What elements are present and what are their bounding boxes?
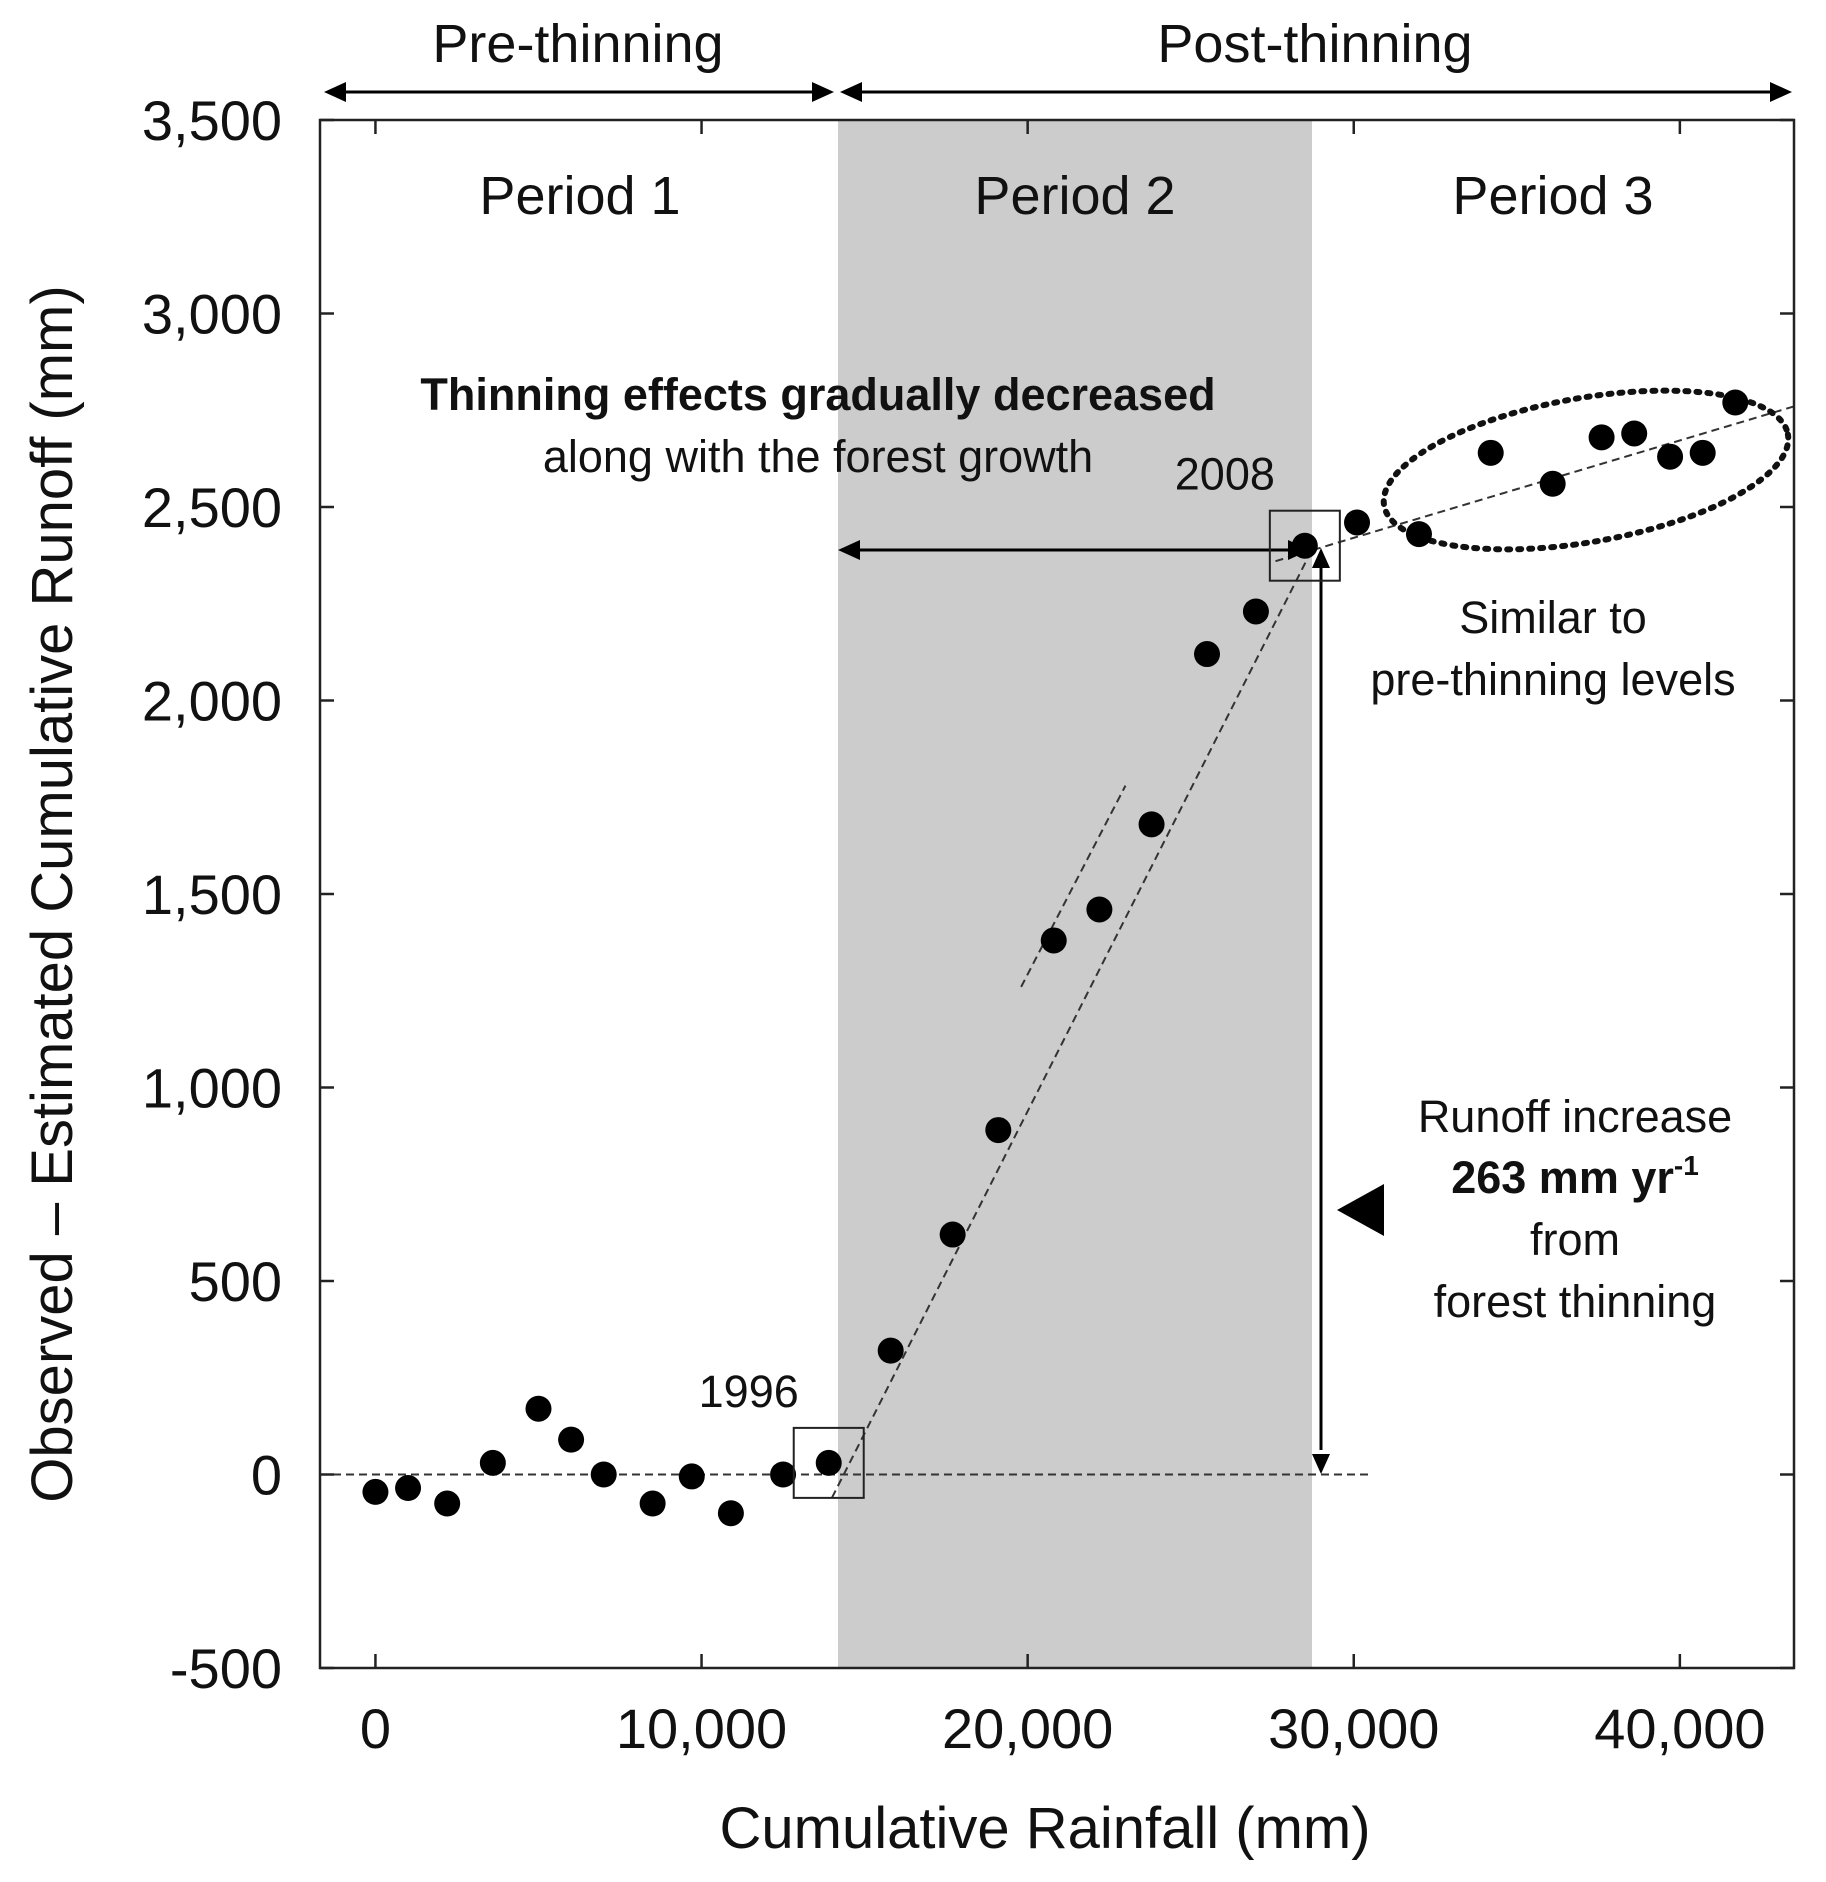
data-point bbox=[1344, 509, 1371, 536]
data-point bbox=[1621, 420, 1648, 447]
data-point bbox=[525, 1395, 552, 1422]
highlight-year-label: 1996 bbox=[699, 1366, 799, 1417]
data-point bbox=[1722, 389, 1749, 416]
x-axis-title: Cumulative Rainfall (mm) bbox=[719, 1796, 1370, 1861]
y-tick-label: 1,500 bbox=[142, 863, 282, 926]
data-point bbox=[717, 1500, 744, 1527]
y-tick-label: 0 bbox=[251, 1444, 282, 1507]
data-point bbox=[362, 1478, 389, 1505]
trend-line bbox=[831, 556, 1309, 1499]
phase-arrows bbox=[324, 82, 1792, 102]
annotation-thinning-sub: along with the forest growth bbox=[543, 431, 1093, 482]
data-point bbox=[1291, 532, 1318, 559]
data-point bbox=[558, 1426, 585, 1453]
data-point bbox=[479, 1449, 506, 1476]
annotation-runoff-4: forest thinning bbox=[1434, 1276, 1717, 1327]
data-point bbox=[1138, 811, 1165, 838]
period-label-1: Period 1 bbox=[479, 166, 680, 226]
runoff-increase-arrow bbox=[1312, 548, 1330, 1474]
axis-ticks: 0 10,000 20,000 30,000 40,000 -500 0 500 1,000 1,… bbox=[142, 89, 1794, 1760]
runoff-value: 263 mm yr bbox=[1451, 1152, 1674, 1203]
data-point bbox=[678, 1463, 705, 1490]
y-axis-title: Observed – Estimated Cumulative Runoff (… bbox=[20, 285, 85, 1502]
data-points bbox=[362, 389, 1749, 1527]
y-tick-label: 500 bbox=[189, 1250, 282, 1313]
annotation-similar-1: Similar to bbox=[1459, 592, 1647, 643]
data-point bbox=[1405, 521, 1432, 548]
data-point bbox=[939, 1221, 966, 1248]
data-point bbox=[770, 1461, 797, 1488]
data-point bbox=[877, 1337, 904, 1364]
data-point bbox=[1689, 439, 1716, 466]
y-tick-label: 1,000 bbox=[142, 1057, 282, 1120]
annotation-similar-2: pre-thinning levels bbox=[1370, 654, 1735, 705]
data-point bbox=[395, 1475, 422, 1502]
annotation-runoff-3: from bbox=[1530, 1214, 1620, 1265]
runoff-exponent: -1 bbox=[1674, 1150, 1699, 1181]
annotation-thinning-title: Thinning effects gradually decreased bbox=[420, 369, 1215, 420]
highlighted-points: 1996 2008 bbox=[699, 449, 1341, 1499]
phase-label-post: Post-thinning bbox=[1157, 14, 1472, 74]
highlight-box bbox=[1268, 509, 1341, 582]
y-tick-label: 2,000 bbox=[142, 670, 282, 733]
y-tick-label: 2,500 bbox=[142, 476, 282, 539]
x-tick-label: 20,000 bbox=[942, 1697, 1113, 1760]
data-point bbox=[985, 1117, 1012, 1144]
data-point bbox=[1657, 443, 1684, 470]
data-point bbox=[1040, 927, 1067, 954]
highlight-year-label: 2008 bbox=[1175, 449, 1275, 500]
phase-label-pre: Pre-thinning bbox=[432, 14, 723, 74]
period-label-2: Period 2 bbox=[974, 166, 1175, 226]
y-tick-label: 3,500 bbox=[142, 89, 282, 152]
data-point bbox=[590, 1461, 617, 1488]
y-tick-label: 3,000 bbox=[142, 283, 282, 346]
data-point bbox=[1539, 470, 1566, 497]
pointer-triangle bbox=[1337, 1184, 1384, 1236]
trend-line bbox=[1020, 785, 1127, 988]
data-point bbox=[1086, 896, 1113, 923]
y-tick-label: -500 bbox=[170, 1637, 282, 1700]
data-point bbox=[1194, 641, 1221, 668]
data-point bbox=[1477, 439, 1504, 466]
data-point bbox=[815, 1449, 842, 1476]
annotation-runoff-2: 263 mm yr-1 bbox=[1451, 1150, 1699, 1203]
x-tick-label: 40,000 bbox=[1594, 1697, 1765, 1760]
data-point bbox=[1588, 424, 1615, 451]
x-tick-label: 10,000 bbox=[616, 1697, 787, 1760]
highlight-box bbox=[792, 1426, 865, 1499]
trend-line bbox=[1275, 405, 1795, 563]
period-label-3: Period 3 bbox=[1452, 166, 1653, 226]
x-tick-label: 30,000 bbox=[1268, 1697, 1439, 1760]
period-2-shading bbox=[838, 120, 1312, 1668]
period-3-ellipse bbox=[1380, 387, 1792, 553]
data-point bbox=[1242, 598, 1269, 625]
data-point bbox=[434, 1490, 461, 1517]
data-point bbox=[639, 1490, 666, 1517]
x-tick-label: 0 bbox=[360, 1697, 391, 1760]
annotation-runoff-1: Runoff increase bbox=[1418, 1091, 1732, 1142]
